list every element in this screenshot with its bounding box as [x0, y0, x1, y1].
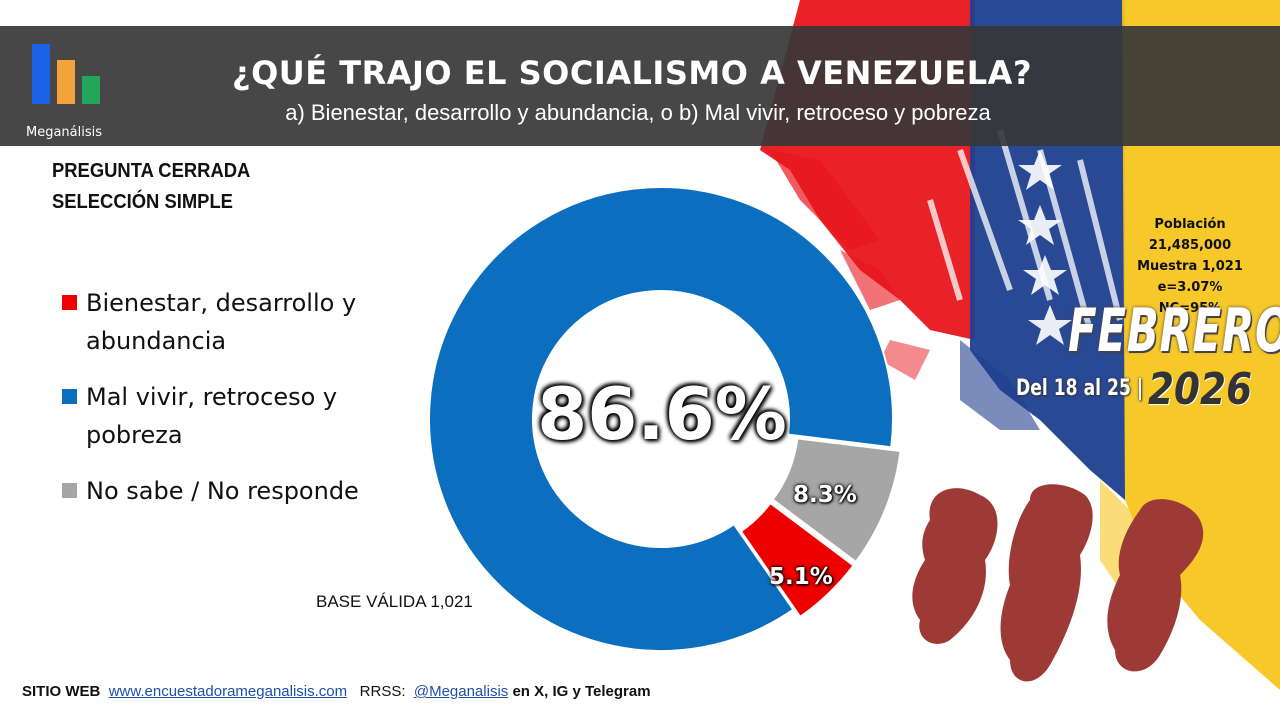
social-label: RRSS: — [359, 683, 406, 700]
footer: SITIO WEB www.encuestadorameganalisis.co… — [22, 683, 651, 700]
social-handle-link[interactable]: @Meganalisis — [413, 683, 509, 700]
site-label: SITIO WEB — [22, 683, 101, 700]
legend-item-bienestar: Bienestar, desarrollo y abundancia — [62, 284, 402, 360]
legend-label-line1: Bienestar, desarrollo y — [86, 289, 357, 317]
base-valida-label: BASE VÁLIDA 1,021 — [316, 592, 473, 611]
error-margin: e=3.07% NC=95% — [1157, 280, 1223, 316]
logo-bar-orange — [57, 60, 75, 104]
header-banner: Meganálisis ¿QUÉ TRAJO EL SOCIALISMO A V… — [0, 26, 1280, 146]
slice-label-gray: 8.3% — [793, 482, 857, 508]
legend-swatch-red — [62, 295, 77, 310]
site-link[interactable]: www.encuestadorameganalisis.com — [108, 683, 348, 700]
survey-year: 2026 — [1148, 364, 1253, 415]
meganalisis-logo: Meganálisis — [26, 42, 116, 142]
chart-legend: Bienestar, desarrollo y abundancia Mal v… — [62, 284, 402, 528]
legend-label-line2: abundancia — [86, 327, 227, 355]
page-title: ¿QUÉ TRAJO EL SOCIALISMO A VENEZUELA? — [0, 54, 1280, 92]
survey-info: Población 21,485,000 Muestra 1,021 e=3.0… — [1130, 214, 1250, 319]
slice-label-red: 5.1% — [769, 564, 833, 590]
page-subtitle: a) Bienestar, desarrollo y abundancia, o… — [0, 100, 1280, 126]
legend-item-no-sabe: No sabe / No responde — [62, 472, 402, 510]
survey-date-range: Del 18 al 25 | — [1016, 376, 1144, 401]
legend-swatch-blue — [62, 389, 77, 404]
donut-slice-bienestar — [739, 501, 855, 619]
population-label: Población — [1154, 217, 1226, 232]
population-value: 21,485,000 — [1148, 238, 1232, 253]
legend-swatch-gray — [62, 483, 77, 498]
logo-bar-blue — [32, 44, 50, 104]
logo-text: Meganálisis — [26, 125, 103, 140]
page-title-text: ¿QUÉ TRAJO EL SOCIALISMO A VENEZUELA? — [232, 54, 1032, 92]
page-subtitle-text: a) Bienestar, desarrollo y abundancia, o… — [285, 100, 991, 125]
survey-month: FEBRERO — [1068, 296, 1280, 366]
sample-size: Muestra 1,021 — [1137, 259, 1243, 274]
question-type: PREGUNTA CERRADA SELECCIÓN SIMPLE — [52, 156, 250, 218]
legend-label-line1: No sabe / No responde — [86, 477, 359, 505]
logo-bar-green — [82, 76, 100, 104]
legend-item-mal-vivir: Mal vivir, retroceso y pobreza — [62, 378, 402, 454]
center-percentage-label: 86.6% — [537, 372, 787, 456]
question-type-line1: PREGUNTA CERRADA — [52, 160, 251, 182]
donut-slice-no-sabe — [771, 437, 902, 564]
legend-label-line1: Mal vivir, retroceso y — [86, 383, 338, 411]
legend-label-line2: pobreza — [86, 421, 183, 449]
donut-slice-mal-vivir — [428, 186, 894, 652]
question-type-line2: SELECCIÓN SIMPLE — [52, 191, 233, 213]
social-suffix: en X, IG y Telegram — [512, 683, 651, 700]
